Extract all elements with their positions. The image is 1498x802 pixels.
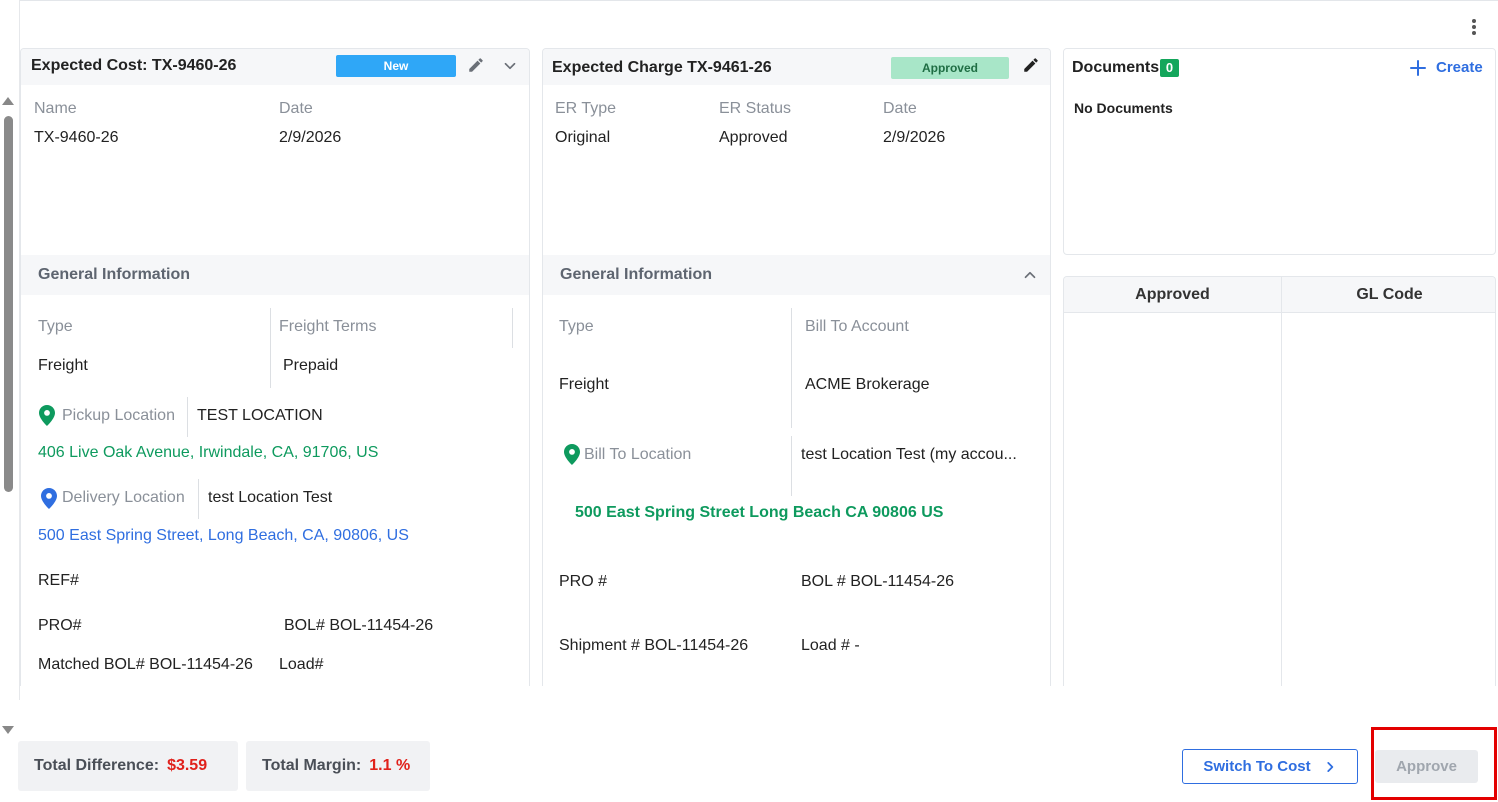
documents-title: Documents — [1072, 59, 1160, 76]
documents-header: Documents 0 Create — [1064, 49, 1495, 85]
total-difference-box: Total Difference: $3.59 — [18, 741, 238, 791]
pickup-location-name: TEST LOCATION — [197, 407, 323, 424]
documents-card: Documents 0 Create No Documents — [1063, 48, 1496, 255]
ref-label: REF# — [38, 572, 79, 589]
column-divider — [198, 479, 199, 519]
delivery-location-label: Delivery Location — [62, 489, 185, 506]
name-value: TX-9460-26 — [34, 129, 119, 146]
expected-cost-header: Expected Cost: TX-9460-26 New — [21, 49, 529, 85]
date-label: Date — [279, 100, 313, 117]
pickup-location-label: Pickup Location — [62, 407, 175, 424]
type-label: Type — [559, 318, 594, 335]
status-badge-new: New — [336, 55, 456, 77]
expected-charge-header: Expected Charge TX-9461-26 Approved — [543, 49, 1050, 85]
general-info-header[interactable]: General Information — [543, 255, 1050, 295]
no-documents-text: No Documents — [1074, 100, 1173, 116]
grid-header-gl-code[interactable]: GL Code — [1281, 277, 1495, 313]
pro-label: PRO# — [38, 617, 82, 634]
edit-pencil-icon[interactable] — [1022, 56, 1042, 76]
pickup-pin-icon — [39, 405, 55, 431]
plus-icon — [1410, 59, 1426, 76]
delivery-address-link[interactable]: 500 East Spring Street, Long Beach, CA, … — [38, 527, 409, 544]
freight-terms-label: Freight Terms — [279, 318, 377, 335]
type-value: Freight — [559, 376, 609, 393]
total-margin-label: Total Margin: — [262, 757, 362, 774]
expected-cost-card: Expected Cost: TX-9460-26 New Name TX-94… — [20, 48, 530, 708]
er-status-label: ER Status — [719, 100, 792, 117]
approve-label: Approve — [1396, 758, 1457, 775]
column-divider — [791, 436, 792, 496]
expected-charge-card: Expected Charge TX-9461-26 Approved ER T… — [542, 48, 1051, 708]
er-type-value: Original — [555, 129, 611, 146]
column-divider — [270, 308, 271, 388]
chevron-right-icon — [1326, 761, 1333, 772]
load-value: Load # - — [801, 637, 860, 654]
er-type-label: ER Type — [555, 100, 617, 117]
er-status-value: Approved — [719, 129, 788, 146]
type-label: Type — [38, 318, 73, 335]
chevron-up-icon[interactable] — [1021, 266, 1039, 289]
shipment-value: Shipment # BOL-11454-26 — [559, 637, 749, 654]
bol-value: BOL # BOL-11454-26 — [801, 573, 954, 590]
bill-to-address-link[interactable]: 500 East Spring Street Long Beach CA 908… — [575, 504, 944, 521]
grid-column-divider — [1281, 313, 1282, 708]
approve-button[interactable]: Approve — [1375, 750, 1478, 783]
total-difference-label: Total Difference: — [34, 757, 160, 774]
scrollbar-thumb[interactable] — [4, 116, 13, 492]
chevron-down-icon[interactable] — [501, 57, 521, 77]
total-difference-value: $3.59 — [167, 757, 208, 774]
name-label: Name — [34, 100, 77, 117]
create-label: Create — [1436, 59, 1483, 76]
pickup-address-link[interactable]: 406 Live Oak Avenue, Irwindale, CA, 9170… — [38, 444, 379, 461]
scroll-up-arrow-icon[interactable] — [2, 97, 14, 105]
general-info-header[interactable]: General Information — [21, 255, 529, 295]
documents-count-badge: 0 — [1160, 59, 1179, 77]
load-label: Load# — [279, 656, 324, 673]
column-divider — [512, 308, 513, 348]
edit-pencil-icon[interactable] — [467, 56, 487, 76]
bill-to-location-value: test Location Test (my accou... — [801, 446, 1017, 463]
date-label: Date — [883, 100, 917, 117]
delivery-location-name: test Location Test — [208, 489, 333, 506]
type-value: Freight — [38, 357, 88, 374]
switch-to-cost-label: Switch To Cost — [1203, 758, 1311, 775]
column-divider — [187, 397, 188, 437]
bill-to-account-label: Bill To Account — [805, 318, 909, 335]
pro-label: PRO # — [559, 573, 608, 590]
date-value: 2/9/2026 — [883, 129, 946, 146]
top-border — [20, 0, 1498, 1]
bill-to-location-label: Bill To Location — [584, 446, 692, 463]
date-value: 2/9/2026 — [279, 129, 342, 146]
create-document-button[interactable]: Create — [1410, 59, 1483, 76]
switch-to-cost-button[interactable]: Switch To Cost — [1182, 749, 1358, 784]
content-bottom-edge — [20, 686, 1498, 726]
delivery-pin-icon — [41, 488, 57, 514]
grid-header-approved[interactable]: Approved — [1064, 277, 1281, 313]
scroll-down-arrow-icon[interactable] — [2, 726, 14, 734]
more-options-icon[interactable] — [1464, 16, 1484, 38]
general-info-title: General Information — [38, 266, 191, 283]
freight-terms-value: Prepaid — [283, 357, 339, 374]
total-margin-box: Total Margin: 1.1 % — [246, 741, 430, 791]
bill-to-account-value: ACME Brokerage — [805, 376, 930, 393]
expected-charge-title: Expected Charge TX-9461-26 — [552, 59, 772, 76]
status-badge-approved: Approved — [891, 57, 1009, 79]
bill-location-pin-icon — [564, 444, 580, 470]
matched-bol-value: Matched BOL# BOL-11454-26 — [38, 656, 253, 673]
bol-value: BOL# BOL-11454-26 — [284, 617, 434, 634]
general-info-title: General Information — [560, 266, 713, 283]
left-border — [19, 0, 20, 700]
expected-cost-title: Expected Cost: TX-9460-26 — [31, 57, 237, 74]
approval-grid: Approved GL Code — [1063, 276, 1496, 708]
column-divider — [791, 308, 792, 428]
total-margin-value: 1.1 % — [369, 757, 411, 774]
